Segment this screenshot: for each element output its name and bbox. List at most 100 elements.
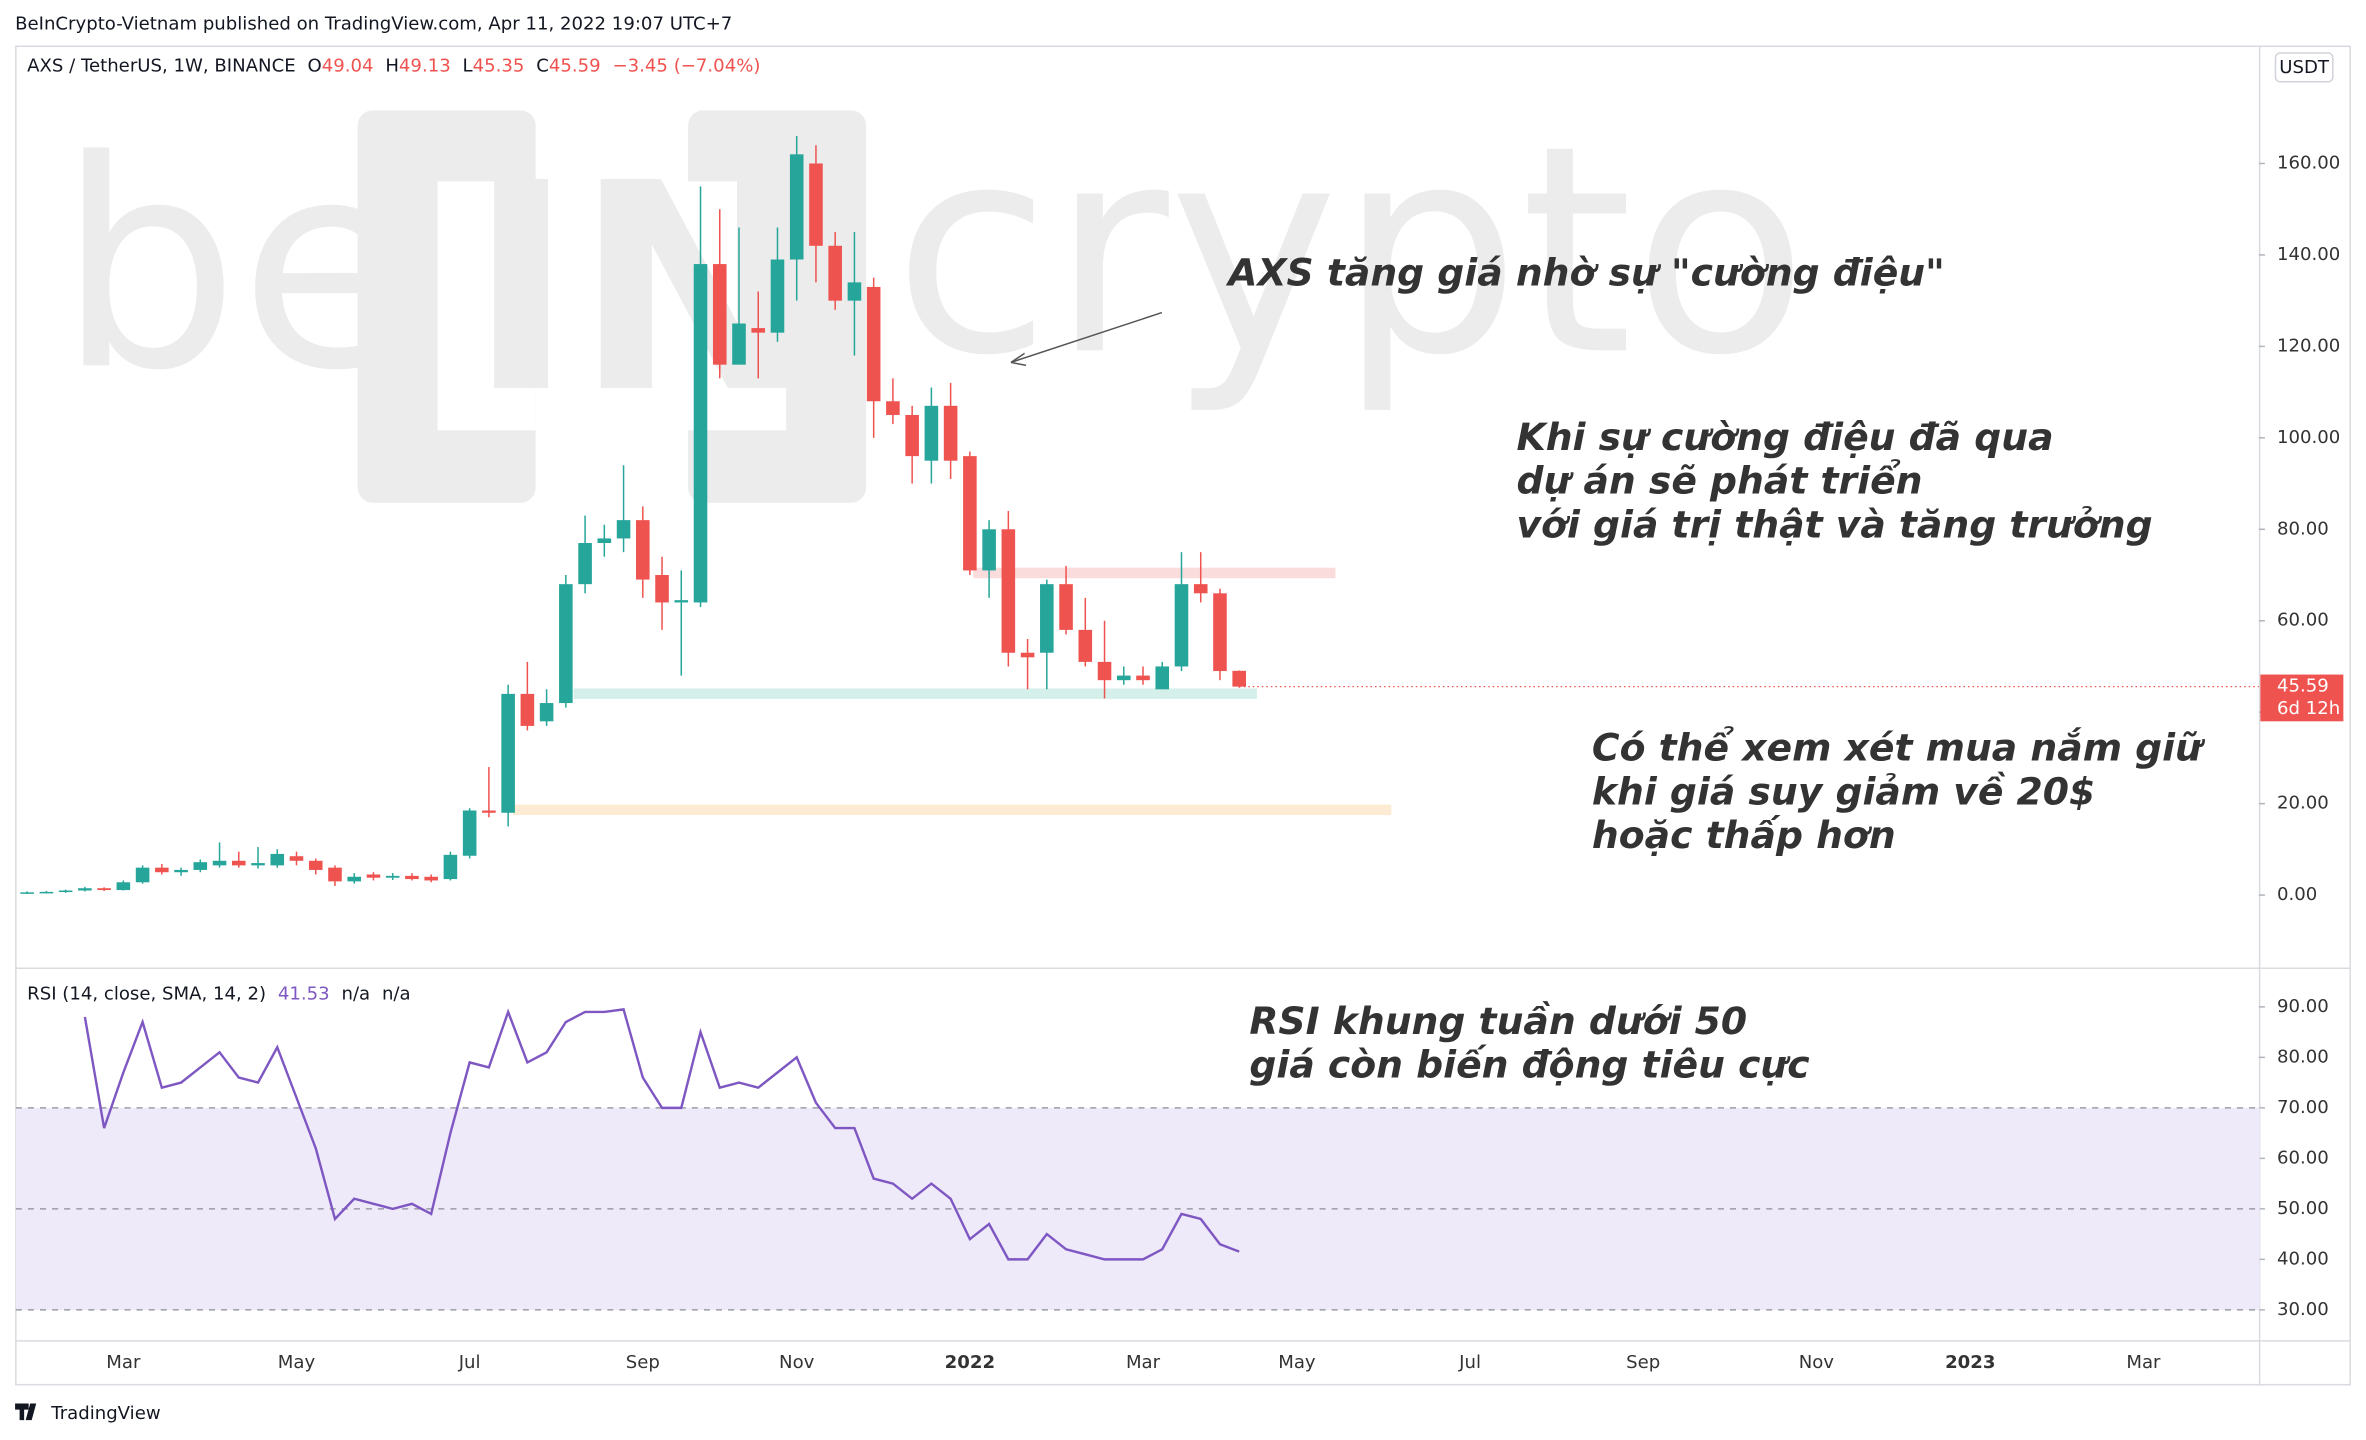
candle-body bbox=[1136, 675, 1150, 681]
countdown-label: 6d 12h bbox=[2277, 698, 2340, 719]
rsi-na: n/a bbox=[341, 984, 370, 1005]
publish-header: BeInCrypto-Vietnam published on TradingV… bbox=[15, 13, 732, 34]
candle-body bbox=[1155, 666, 1170, 690]
footer: TradingView bbox=[50, 1403, 161, 1424]
legend-l: L bbox=[463, 56, 473, 77]
rsi-y-tick-label: 60.00 bbox=[2277, 1147, 2329, 1168]
candle-body bbox=[616, 520, 631, 539]
candle-body bbox=[578, 542, 592, 585]
candle-body bbox=[78, 888, 92, 891]
price-zone bbox=[573, 688, 1257, 699]
candle-body bbox=[828, 245, 842, 301]
legend-o: O bbox=[307, 56, 321, 77]
x-tick-label: Mar bbox=[1126, 1352, 1161, 1373]
x-tick-label: Sep bbox=[626, 1352, 660, 1373]
last-price-label: 45.59 bbox=[2277, 676, 2329, 697]
candle-body bbox=[328, 867, 342, 882]
candle-body bbox=[943, 405, 958, 461]
annotation-rsi: RSI khung tuần dưới 50 bbox=[1249, 999, 1747, 1043]
candle-body bbox=[193, 862, 208, 870]
candle-body bbox=[1116, 675, 1131, 681]
candle-body bbox=[1232, 670, 1246, 687]
annotation-buy: khi giá suy giảm về 20$ bbox=[1592, 769, 2095, 813]
x-tick-label: Nov bbox=[779, 1352, 815, 1373]
candle-body bbox=[1001, 529, 1016, 653]
candle-body bbox=[963, 456, 977, 571]
watermark-in: IN bbox=[468, 122, 815, 456]
x-tick-label: 2022 bbox=[945, 1352, 995, 1373]
legend-h: H bbox=[385, 56, 399, 77]
candle-body bbox=[58, 890, 73, 893]
legend-low: 45.35 bbox=[473, 56, 525, 77]
candle-body bbox=[366, 874, 381, 878]
candle-body bbox=[1040, 584, 1054, 653]
candle-body bbox=[135, 867, 150, 883]
rsi-y-tick-label: 50.00 bbox=[2277, 1198, 2329, 1219]
candle-body bbox=[905, 414, 919, 457]
watermark-bracket-cut bbox=[437, 181, 536, 431]
rsi-y-tick-label: 30.00 bbox=[2277, 1299, 2329, 1320]
y-tick-label: 100.00 bbox=[2277, 427, 2340, 448]
annotation-arrowhead bbox=[1010, 352, 1027, 367]
rsi-legend: RSI (14, close, SMA, 14, 2) 41.53 n/a n/… bbox=[27, 984, 410, 1005]
legend-close: 45.59 bbox=[549, 56, 601, 77]
annotation-hype: AXS tăng giá nhờ sự "cường điệu" bbox=[1225, 250, 1945, 294]
candle-body bbox=[1020, 652, 1035, 658]
candle-body bbox=[1193, 584, 1208, 594]
candle-body bbox=[1213, 593, 1227, 672]
candle-body bbox=[982, 529, 996, 571]
y-tick-label: 0.00 bbox=[2277, 884, 2317, 905]
annotation-after: với giá trị thật và tăng trưởng bbox=[1516, 502, 2152, 546]
frame bbox=[15, 45, 2351, 1386]
annotation-buy: hoặc thấp hơn bbox=[1592, 813, 1896, 857]
y-tick-label: 160.00 bbox=[2277, 152, 2340, 173]
candle-body bbox=[809, 163, 823, 246]
candle-body bbox=[732, 323, 746, 365]
candle-body bbox=[405, 875, 419, 880]
candle-body bbox=[789, 154, 804, 260]
watermark-crypto: crypto bbox=[893, 84, 1808, 418]
candle-body bbox=[847, 282, 862, 301]
y-tick-label: 80.00 bbox=[2277, 518, 2329, 539]
y-tick-label: 120.00 bbox=[2277, 335, 2340, 356]
candle-body bbox=[424, 876, 438, 881]
candle-body bbox=[270, 853, 285, 866]
watermark-be: be bbox=[57, 99, 415, 433]
candle-body bbox=[385, 875, 400, 878]
rsi-y-tick-label: 90.00 bbox=[2277, 996, 2329, 1017]
candle-body bbox=[597, 538, 612, 543]
candle-body bbox=[924, 405, 939, 461]
rsi-y-tick-label: 40.00 bbox=[2277, 1248, 2329, 1269]
candle-body bbox=[1059, 584, 1073, 630]
candle-body bbox=[347, 876, 362, 882]
candle-body bbox=[501, 693, 515, 813]
price-zone bbox=[973, 567, 1336, 579]
legend-c: C bbox=[536, 56, 549, 77]
symbol-legend: AXS / TetherUS, 1W, BINANCE O49.04 H49.1… bbox=[27, 56, 760, 77]
candle-body bbox=[231, 860, 246, 866]
rsi-band bbox=[15, 1107, 2260, 1310]
y-tick-label: 60.00 bbox=[2277, 610, 2329, 631]
annotation-after: dự án sẽ phát triển bbox=[1516, 459, 1922, 503]
candle-body bbox=[212, 860, 227, 866]
candle-body bbox=[97, 888, 111, 891]
candle-body bbox=[39, 891, 54, 894]
candle-body bbox=[1078, 629, 1093, 662]
x-tick-label: Jul bbox=[458, 1352, 481, 1373]
x-tick-label: Mar bbox=[106, 1352, 141, 1373]
x-tick-label: Jul bbox=[1458, 1352, 1481, 1373]
rsi-label: RSI (14, close, SMA, 14, 2) bbox=[27, 984, 266, 1005]
candle-body bbox=[251, 863, 265, 866]
candle-body bbox=[674, 600, 689, 603]
candle-body bbox=[712, 264, 727, 365]
price-zone bbox=[513, 804, 1392, 816]
rsi-na: n/a bbox=[382, 984, 411, 1005]
candle-body bbox=[1097, 661, 1112, 681]
x-tick-label: 2023 bbox=[1945, 1352, 1995, 1373]
last-price-tag bbox=[2260, 674, 2344, 722]
candle-body bbox=[539, 703, 554, 722]
candle-body bbox=[866, 286, 881, 402]
candle-body bbox=[636, 520, 650, 580]
annotation-after: Khi sự cường điệu đã qua bbox=[1516, 415, 2053, 459]
